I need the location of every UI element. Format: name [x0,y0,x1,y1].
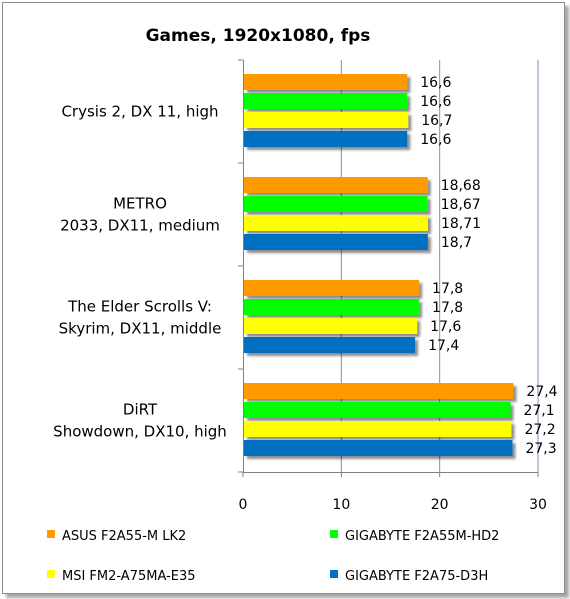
bar [244,440,513,456]
chart-title: Games, 1920x1080, fps [146,26,371,46]
x-tick-label: 0 [239,497,248,513]
bar [244,402,511,418]
axes [238,59,539,477]
bar [244,93,408,109]
legend-swatch [330,530,338,538]
category-label: Showdown, DX10, high [53,423,227,441]
legend: ASUS F2A55-M LK2 GIGABYTE F2A55M-HD2 MSI F… [47,529,499,584]
x-tick-label: 10 [332,497,350,513]
data-label: 18,67 [441,197,481,213]
data-label: 17,4 [428,338,459,354]
legend-label: GIGABYTE F2A55M-HD2 [345,529,499,544]
legend-swatch [47,570,55,578]
bar [244,383,514,399]
category-label: The Elder Scrolls V: [67,298,212,316]
category-label: DiRT [123,401,158,419]
category-label: 2033, DX11, medium [60,217,220,235]
bar-chart: Games, 1920x1080, fps Crysis 2, DX 11, h… [47,26,558,584]
data-label: 27,1 [523,403,554,419]
category-label: METRO [113,195,167,213]
data-label: 18,7 [441,235,472,251]
bar [244,421,512,437]
data-label: 17,8 [432,300,463,316]
x-tick-labels: 0 10 20 30 [239,497,547,513]
x-tick-label: 20 [431,497,449,513]
category-label: Skyrim, DX11, middle [59,320,222,338]
data-label: 27,2 [524,422,555,438]
data-label: 16,6 [420,94,451,110]
bar [244,215,428,231]
x-tick-label: 30 [529,497,547,513]
data-label: 27,4 [526,384,557,400]
chart-frame: Games, 1920x1080, fps Crysis 2, DX 11, h… [2,2,565,594]
category-labels: Crysis 2, DX 11, high METRO 2033, DX11, me… [53,103,227,441]
bar [244,318,418,334]
data-label: 16,6 [420,132,451,148]
bar [244,337,416,353]
data-label: 16,6 [420,75,451,91]
legend-label: GIGABYTE F2A75-D3H [345,569,488,584]
bar [244,299,420,315]
data-label: 27,3 [525,441,556,457]
bar [244,177,428,193]
data-label: 18,71 [441,216,481,232]
data-label: 16,7 [421,113,452,129]
legend-swatch [47,530,55,538]
category-label: Crysis 2, DX 11, high [61,103,218,121]
bars [244,74,514,456]
legend-label: MSI FM2-A75MA-E35 [62,569,196,584]
bar [244,74,408,90]
legend-label: ASUS F2A55-M LK2 [62,529,186,544]
legend-swatch [330,570,338,578]
data-label: 17,8 [432,281,463,297]
bar [244,234,428,250]
bar [244,196,428,212]
data-label: 17,6 [430,319,461,335]
data-label: 18,68 [441,178,481,194]
bar [244,112,409,128]
bar [244,280,420,296]
bar [244,131,408,147]
value-labels: 16,6 16,6 16,7 16,6 18,68 18,67 18,71 18,7 17,8 1… [420,75,557,457]
